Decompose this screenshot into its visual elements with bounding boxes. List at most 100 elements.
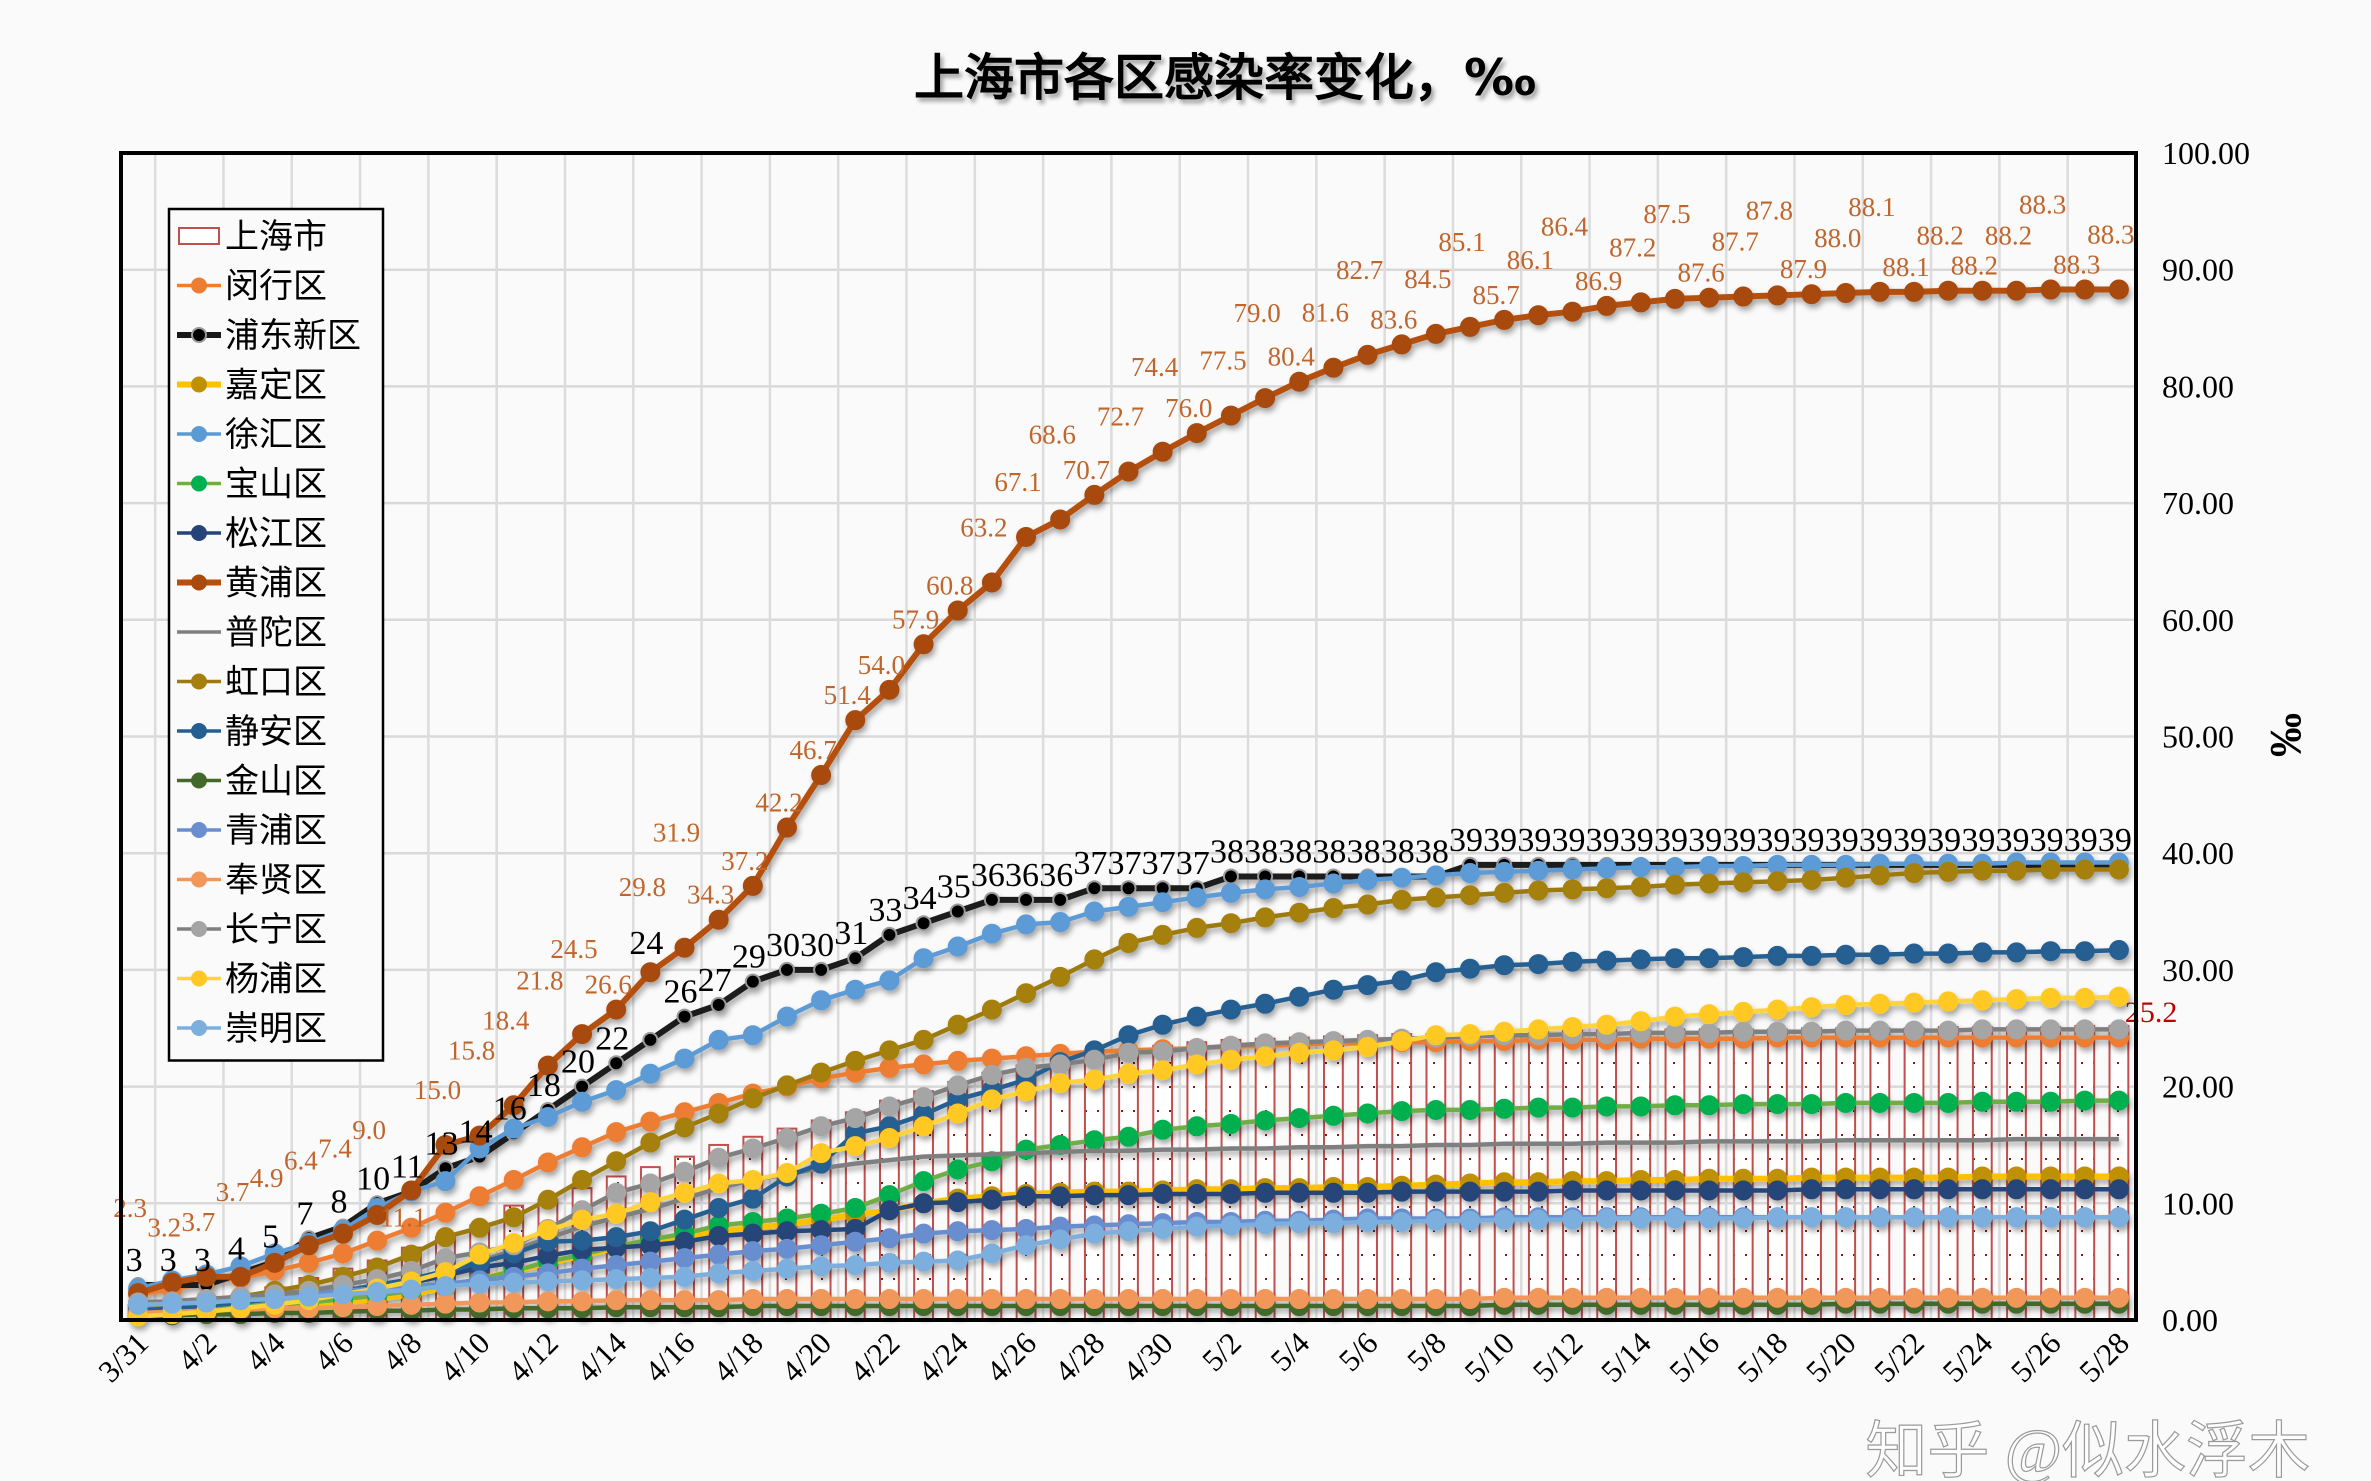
data-point bbox=[1460, 316, 1481, 337]
data-point bbox=[1016, 526, 1037, 547]
data-point bbox=[503, 1169, 524, 1190]
data-point bbox=[435, 1276, 456, 1297]
data-labels: 32.333.233.743.754.976.487.4109.01111.11… bbox=[113, 190, 2177, 1279]
data-point bbox=[1186, 423, 1207, 444]
x-tick-label: 4/24 bbox=[911, 1325, 975, 1389]
data-point bbox=[1018, 891, 1035, 908]
data-point bbox=[1357, 1288, 1378, 1309]
data-point bbox=[640, 962, 661, 983]
data-label: 21.8 bbox=[516, 966, 563, 996]
data-label: 15.0 bbox=[414, 1075, 461, 1105]
data-point bbox=[1801, 284, 1822, 305]
data-label: 85.7 bbox=[1473, 280, 1520, 310]
data-label: 72.7 bbox=[1097, 402, 1144, 432]
data-point bbox=[1733, 1001, 1754, 1022]
data-label: 39 bbox=[1756, 822, 1790, 859]
data-label: 39 bbox=[2030, 822, 2064, 859]
y-tick-label: 0.00 bbox=[2162, 1302, 2218, 1338]
data-point bbox=[981, 1220, 1002, 1241]
data-label: 39 bbox=[1791, 822, 1825, 859]
data-point bbox=[640, 1173, 661, 1194]
data-point bbox=[742, 1288, 763, 1309]
data-point bbox=[1460, 1288, 1481, 1309]
data-point bbox=[1562, 301, 1583, 322]
data-point bbox=[1733, 1208, 1754, 1229]
data-label: 34 bbox=[903, 880, 937, 917]
data-point bbox=[1904, 281, 1925, 302]
data-point bbox=[1118, 1126, 1139, 1147]
data-point bbox=[1152, 441, 1173, 462]
data-point bbox=[913, 948, 934, 969]
data-point bbox=[537, 1291, 558, 1312]
data-point bbox=[2108, 1287, 2129, 1308]
data-label: 3.7 bbox=[216, 1177, 250, 1207]
data-point bbox=[2006, 1179, 2027, 1200]
data-label: 88.1 bbox=[1882, 252, 1929, 282]
data-point bbox=[981, 1243, 1002, 1264]
x-tick-label: 5/26 bbox=[2004, 1325, 2068, 1389]
data-label: 5 bbox=[262, 1219, 279, 1256]
data-point bbox=[1086, 880, 1103, 897]
data-point bbox=[572, 1137, 593, 1158]
data-point bbox=[1528, 305, 1549, 326]
data-point bbox=[1323, 873, 1344, 894]
data-label: 39 bbox=[2098, 822, 2132, 859]
data-point bbox=[708, 909, 729, 930]
data-point bbox=[1869, 1179, 1890, 1200]
data-point bbox=[1630, 1208, 1651, 1229]
data-point bbox=[1357, 975, 1378, 996]
data-point bbox=[879, 1057, 900, 1078]
data-label: 36 bbox=[1039, 857, 1073, 894]
data-label: 35 bbox=[937, 869, 971, 906]
data-point bbox=[1016, 983, 1037, 1004]
data-label: 30 bbox=[766, 927, 800, 964]
data-point bbox=[1938, 1287, 1959, 1308]
data-label: 36 bbox=[1005, 857, 1039, 894]
data-label: 16 bbox=[493, 1090, 527, 1127]
legend-swatch-bar bbox=[178, 227, 220, 245]
data-point bbox=[742, 1138, 763, 1159]
data-point bbox=[1289, 371, 1310, 392]
legend-marker bbox=[191, 327, 207, 343]
data-point bbox=[1904, 1092, 1925, 1113]
data-point bbox=[1084, 1069, 1105, 1090]
data-point bbox=[913, 1171, 934, 1192]
data-point bbox=[1904, 863, 1925, 884]
data-point bbox=[710, 996, 727, 1013]
data-point bbox=[708, 1197, 729, 1218]
data-point bbox=[537, 1152, 558, 1173]
data-point bbox=[1323, 1213, 1344, 1234]
data-point bbox=[1494, 861, 1515, 882]
data-point bbox=[811, 765, 832, 786]
y-tick-label: 50.00 bbox=[2162, 719, 2234, 755]
data-point bbox=[742, 1088, 763, 1109]
data-point bbox=[881, 926, 898, 943]
data-label: 22 bbox=[595, 1020, 629, 1057]
x-tick-label: 5/20 bbox=[1799, 1325, 1863, 1389]
data-point bbox=[1255, 1182, 1276, 1203]
data-point bbox=[2040, 1091, 2061, 1112]
data-point bbox=[981, 1189, 1002, 1210]
data-label: 88.2 bbox=[1917, 221, 1964, 251]
data-point bbox=[983, 891, 1000, 908]
data-point bbox=[401, 1279, 422, 1300]
data-label: 86.9 bbox=[1575, 266, 1622, 296]
data-label: 29 bbox=[732, 939, 766, 976]
data-point bbox=[1596, 1287, 1617, 1308]
data-point bbox=[1596, 295, 1617, 316]
data-point bbox=[1323, 1288, 1344, 1309]
data-point bbox=[537, 1220, 558, 1241]
legend-marker bbox=[191, 525, 207, 541]
data-point bbox=[2108, 1207, 2129, 1228]
data-point bbox=[1835, 1092, 1856, 1113]
data-point bbox=[264, 1252, 285, 1273]
data-point bbox=[469, 1244, 490, 1265]
data-point bbox=[196, 1292, 217, 1313]
data-point bbox=[913, 1116, 934, 1137]
data-point bbox=[1118, 1063, 1139, 1084]
data-point bbox=[469, 1186, 490, 1207]
data-point bbox=[947, 1103, 968, 1124]
data-label: 24.5 bbox=[550, 934, 597, 964]
data-point bbox=[1460, 885, 1481, 906]
data-point bbox=[947, 1075, 968, 1096]
